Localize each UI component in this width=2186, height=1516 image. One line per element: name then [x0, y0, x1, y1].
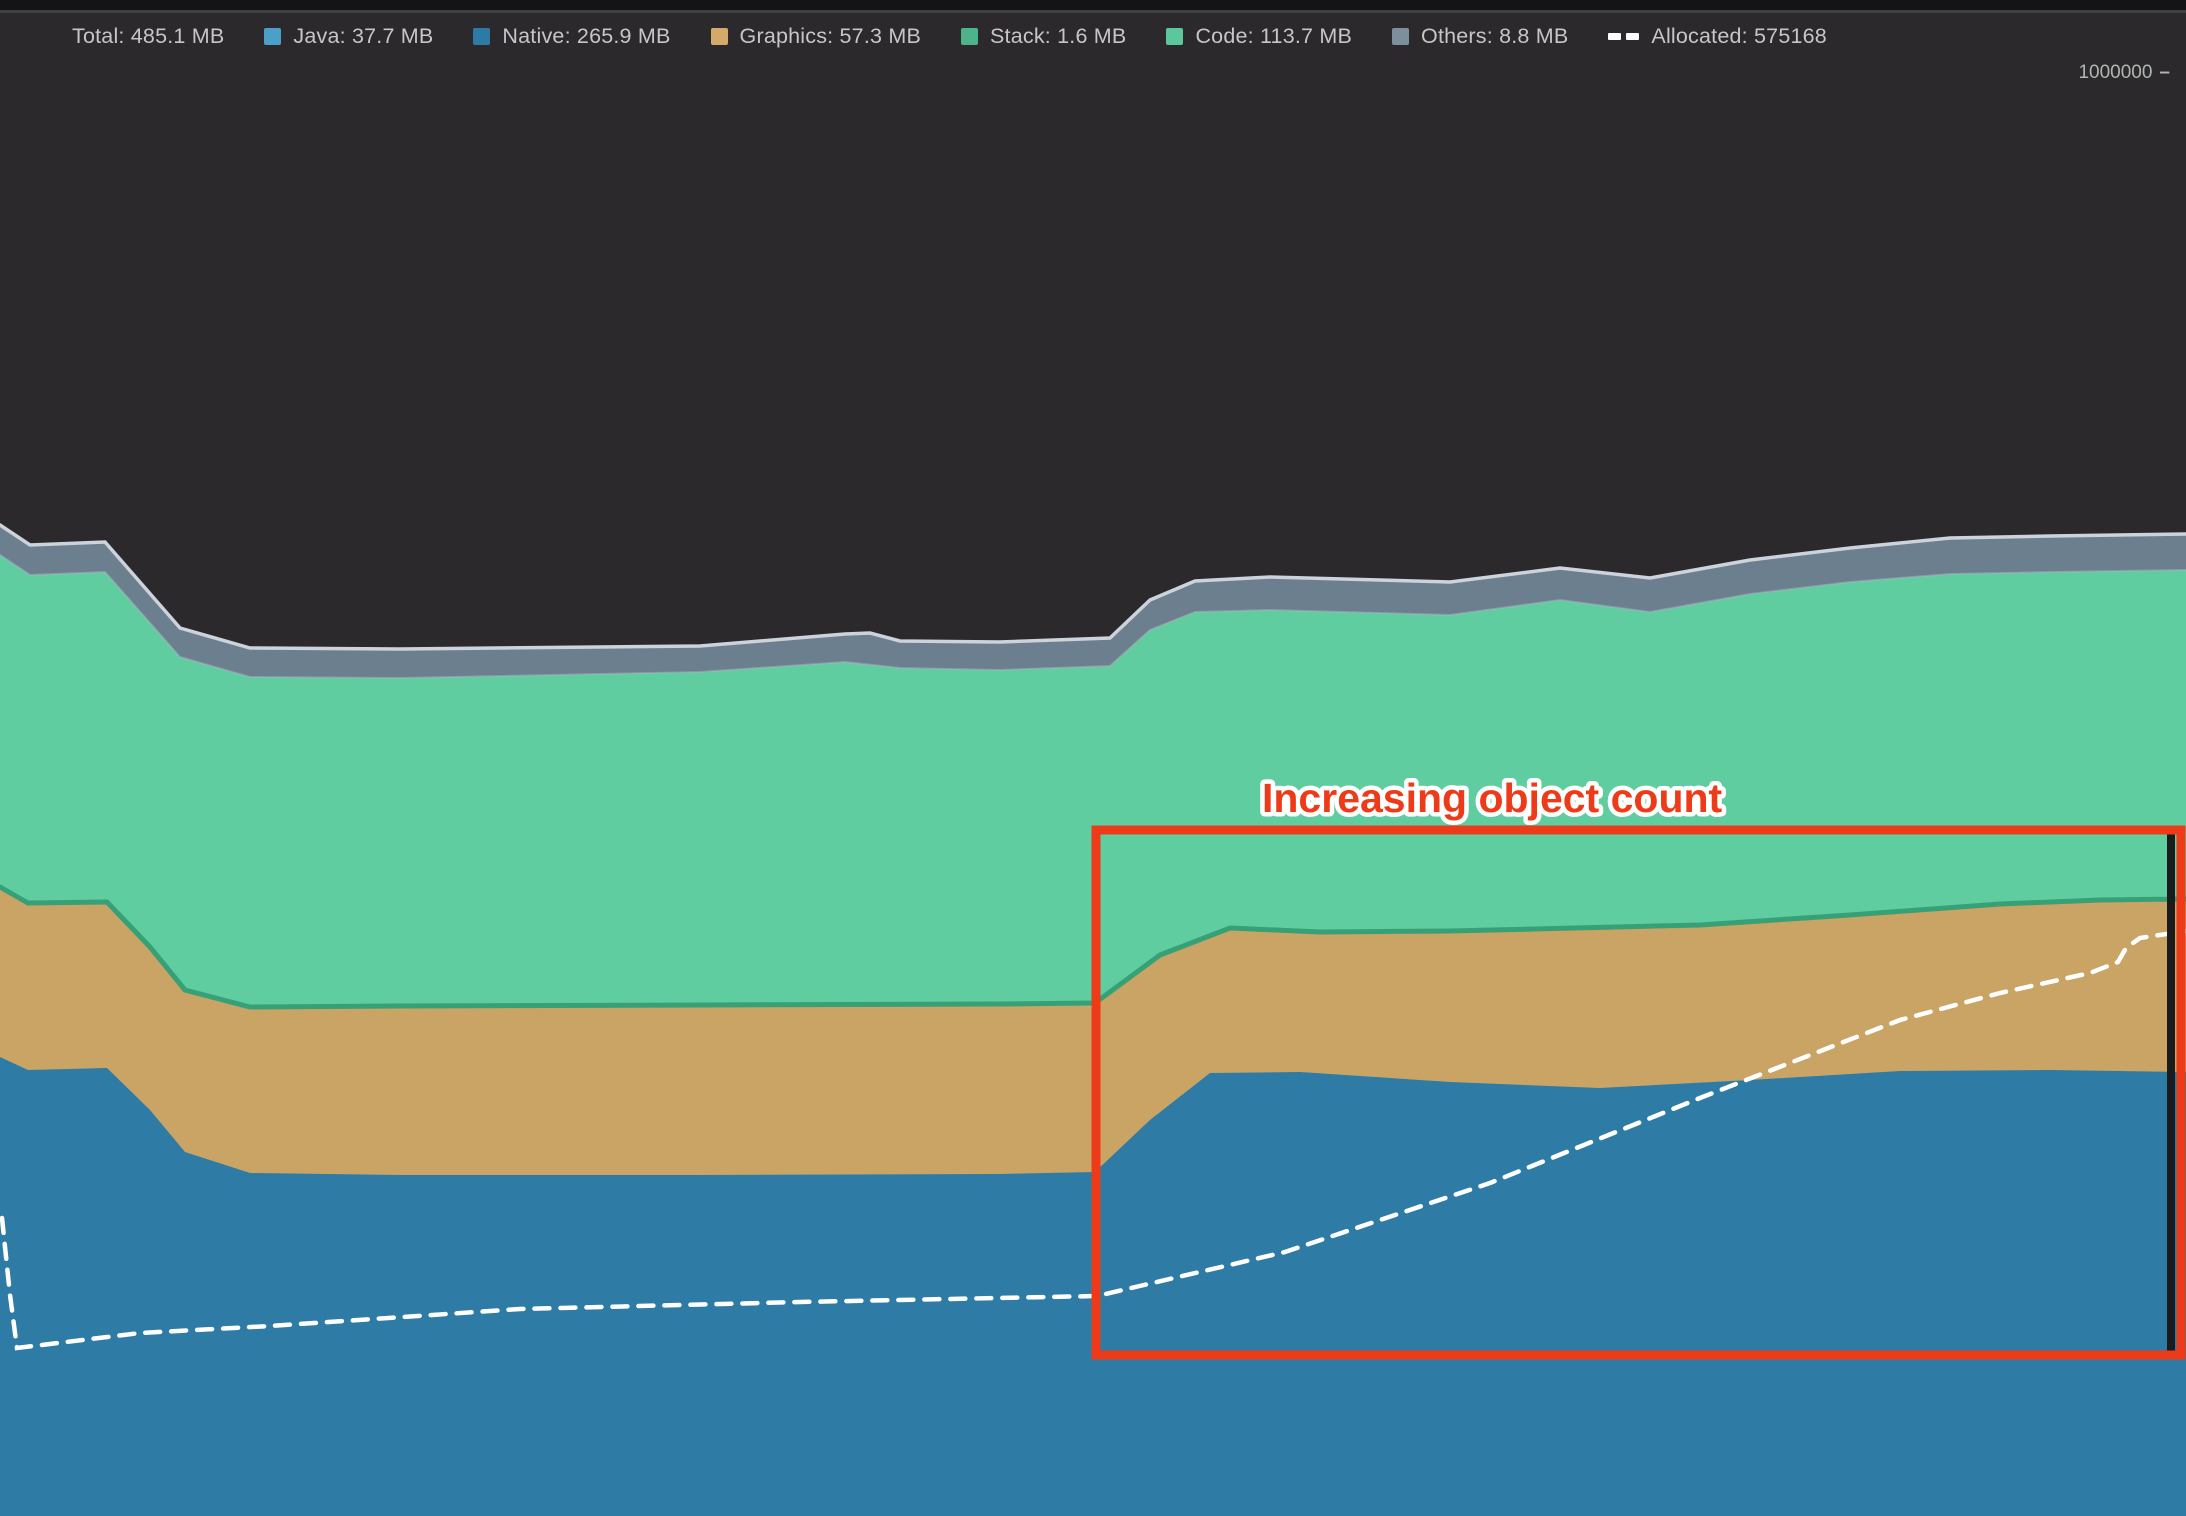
y-axis-tick-label: 1000000 — [2078, 62, 2153, 83]
code-top-edge — [0, 554, 2186, 680]
chart-right-edge-strip — [2167, 830, 2175, 1355]
legend-item-5: Code: 113.7 MB — [1166, 24, 1352, 49]
legend-item-2: Native: 265.9 MB — [473, 24, 670, 49]
legend-swatch-icon — [1392, 27, 1410, 45]
legend-swatch-icon — [961, 27, 978, 45]
annotation-label: Increasing object count — [1262, 775, 1723, 821]
legend-item-4: Stack: 1.6 MB — [961, 24, 1126, 49]
legend-item-3: Graphics: 57.3 MB — [710, 23, 921, 49]
legend-label: Graphics: 57.3 MB — [739, 23, 921, 48]
legend-swatch-icon — [1166, 27, 1184, 45]
allocated-dashed-line — [0, 928, 2186, 1351]
legend-label: Java: 37.7 MB — [293, 23, 434, 48]
dashed-line-icon — [1608, 32, 1640, 40]
legend-item-0: Total: 485.1 MB — [72, 24, 224, 49]
window-top-bar — [0, 0, 2186, 10]
legend-label: Native: 265.9 MB — [502, 23, 671, 48]
others-top-edge — [0, 523, 2186, 651]
annotation-box — [1091, 825, 2186, 1360]
legend-label: Others: 8.8 MB — [1421, 23, 1569, 48]
legend-label: Total: 485.1 MB — [72, 23, 225, 48]
legend-item-7: Allocated: 575168 — [1608, 24, 1827, 49]
legend-swatch-icon — [710, 27, 728, 45]
legend-item-6: Others: 8.8 MB — [1392, 24, 1568, 49]
annotation-overlay — [1091, 825, 2186, 1360]
allocated-count-line — [0, 928, 2186, 1351]
legend-label: Allocated: 575168 — [1651, 23, 1827, 48]
memory-legend: Total: 485.1 MB Java: 37.7 MB Native: 265.… — [72, 14, 1827, 58]
y-axis-tick-1000000: 1000000– — [2078, 62, 2170, 84]
legend-item-1: Java: 37.7 MB — [264, 24, 433, 49]
legend-label: Code: 113.7 MB — [1195, 23, 1353, 48]
legend-swatch-icon — [473, 27, 491, 45]
legend-swatch-icon — [264, 27, 282, 45]
tick-mark: – — [2159, 62, 2170, 83]
legend-label: Stack: 1.6 MB — [990, 23, 1127, 48]
top-bar-divider — [0, 10, 2186, 13]
